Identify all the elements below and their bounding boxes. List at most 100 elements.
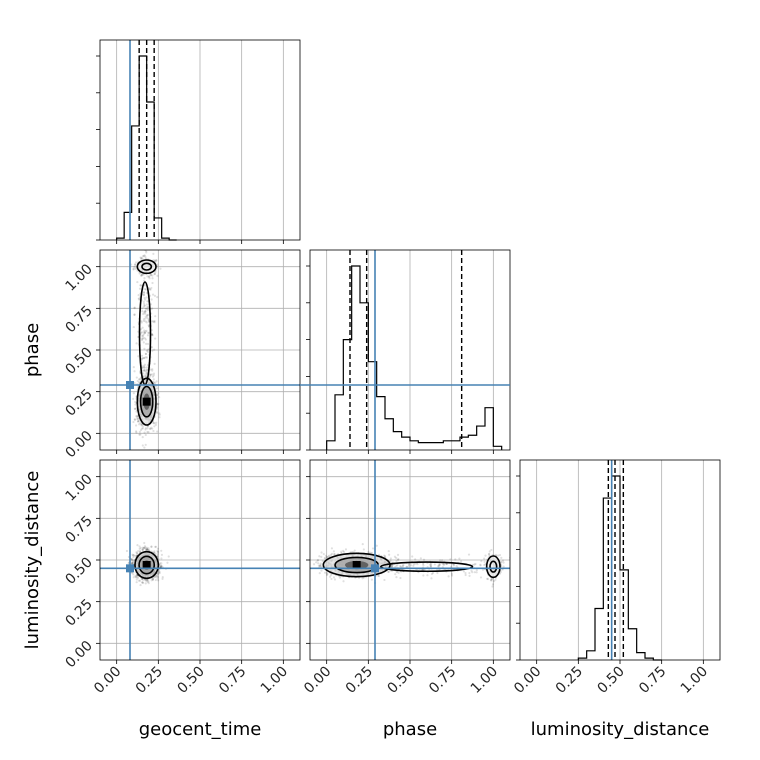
truth-marker [371,564,379,573]
sample-point [449,558,452,561]
sample-point [142,333,145,336]
sample-point [407,563,411,566]
x-tick-label: 0.75 [426,664,459,697]
sample-point [394,573,397,576]
sample-point [146,275,149,278]
sample-point [143,296,146,300]
sample-point [315,561,318,564]
sample-point [143,356,146,360]
sample-point [131,561,134,564]
histogram-panel-geocent_time [96,39,301,244]
sample-point [585,562,587,564]
sample-point [151,333,154,337]
sample-point [149,368,152,371]
contour-bridge [380,561,474,573]
sample-point [153,348,156,351]
sample-point [153,273,156,276]
sample-point [142,331,146,334]
sample-point [141,548,144,551]
sample-point [153,272,156,275]
sample-point [156,552,159,555]
sample-point [147,319,150,322]
sample-point [140,274,143,277]
sample-point [146,342,150,346]
sample-point [317,562,320,565]
sample-point [395,565,398,568]
sample-point [150,193,152,195]
sample-point [143,277,146,280]
sample-point [140,423,143,426]
panel-content [312,542,587,588]
sample-point [156,549,159,553]
sample-point [138,287,142,290]
sample-point [422,564,425,567]
sample-point [134,407,137,410]
sample-point [487,553,491,556]
sample-point [143,284,147,287]
sample-point [152,422,155,425]
sample-point [492,579,496,583]
sample-point [134,424,138,427]
sample-point [145,349,148,352]
sample-point [137,297,140,300]
sample-point [138,550,142,553]
sample-point [145,366,148,369]
sample-point [140,257,143,260]
sample-point [139,274,143,277]
sample-point [133,418,136,421]
sample-point [496,554,500,557]
sample-point [146,430,149,434]
sample-point [320,565,323,568]
y-tick-label: 1.00 [62,471,95,504]
sample-point [143,287,147,291]
sample-point [391,564,394,567]
sample-point [316,559,319,562]
x-tick-label: 0.00 [301,664,334,697]
sample-point [153,294,157,297]
sample-point [131,553,134,556]
sample-point [145,307,148,310]
sample-point [430,572,434,576]
sample-point [143,369,146,372]
sample-point [462,570,465,573]
sample-point [146,300,149,303]
sample-point [489,578,492,582]
sample-point [140,256,143,259]
sample-point [147,317,150,321]
sample-point [391,564,394,567]
x-tick-label: 0.25 [133,664,166,697]
x-tick-label: 0.75 [216,664,249,697]
sample-point [132,556,135,559]
sample-point [150,545,153,548]
sample-point [389,559,392,562]
density-peak [352,561,361,569]
sample-point [422,562,425,566]
sample-point [318,555,321,558]
sample-point [136,280,139,284]
sample-point [142,305,145,309]
mode-0 [322,552,391,578]
sample-point [138,579,142,582]
sample-point [144,370,148,373]
sample-point [152,378,155,381]
truth-marker [126,564,134,573]
sample-point [142,300,145,303]
y-tick-label: 0.50 [62,345,95,378]
panel-content [129,193,162,449]
sample-point [137,355,140,358]
sample-point [137,420,140,423]
sample-point [144,546,147,549]
x-axis-label-phase: phase [383,719,437,740]
sample-point [155,421,158,424]
sample-point [140,357,144,360]
sample-point [134,267,137,270]
contour-panel-geocent_time-vs-phase: 0.00 0.25 0.50 0.75 1.00 [62,193,301,461]
sample-point [473,571,476,574]
sample-point [144,310,147,313]
sample-point [139,428,143,432]
sample-point [501,559,505,562]
sample-point [135,342,138,345]
sample-point [147,582,150,585]
sample-point [498,553,502,557]
sample-point [132,267,135,270]
